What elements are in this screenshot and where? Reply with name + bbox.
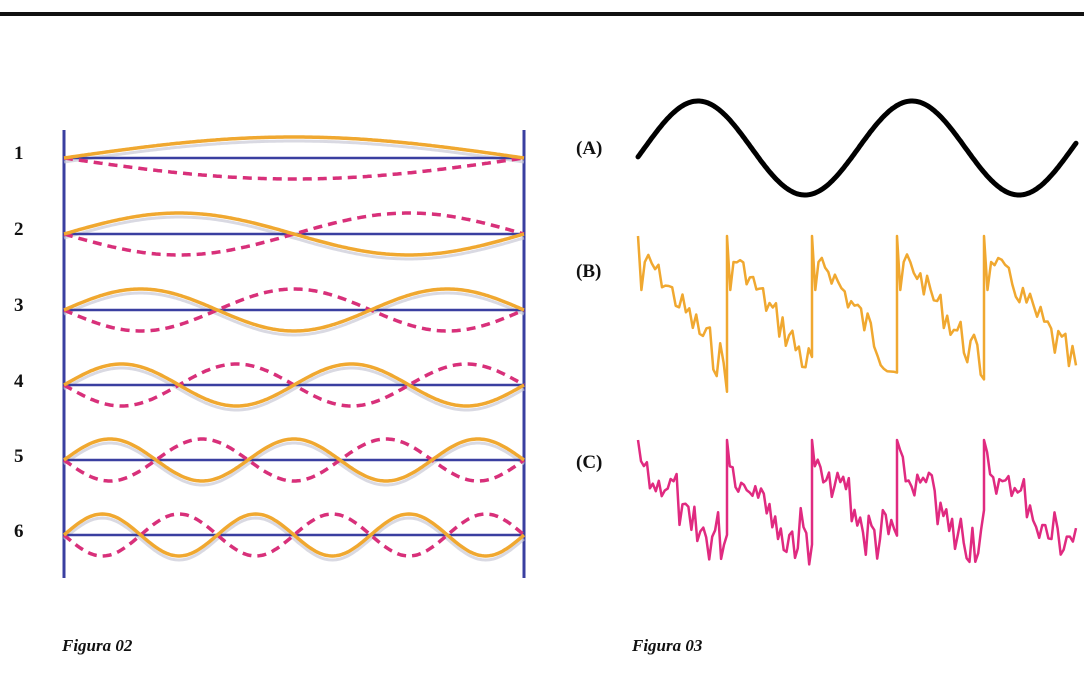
waveform-b-sawtooth [636,234,1078,393]
mode-5-solid-wave [62,437,526,483]
caption-figure-03: Figura 03 [632,636,703,655]
mode-4-solid-wave [63,362,525,408]
wave-label-a: (A) [576,138,603,159]
waveform-a-sine [635,98,1079,198]
mode-label-3: 3 [14,295,24,316]
mode-6-shadow [63,516,525,562]
wave-label-c: (C) [576,452,603,473]
mode-label-5: 5 [14,446,24,467]
mode-2-solid-wave [63,211,525,257]
mode-label-2: 2 [14,219,24,240]
top-rule [0,12,1084,16]
mode-5-shadow [63,441,525,487]
mode-label-4: 4 [14,371,24,392]
mode-2-shadow [63,215,525,261]
mode-3-dashed-wave [63,287,525,333]
mode-1-shadow [63,139,525,164]
mode-4-shadow [63,366,525,412]
mode-label-1: 1 [14,143,24,164]
mode-3-solid-wave [63,287,525,333]
mode-2-dashed-wave [63,211,525,257]
caption-figure-02: Figura 02 [62,636,133,655]
mode-3-shadow [63,291,525,337]
mode-label-6: 6 [14,521,24,542]
wave-label-b: (B) [576,261,602,282]
mode-6-solid-wave [62,512,526,558]
mode-1-dashed-wave [63,156,525,181]
waveform-c-complex [636,438,1078,566]
mode-1-solid-wave [63,135,525,160]
mode-5-dashed-wave [62,437,526,483]
